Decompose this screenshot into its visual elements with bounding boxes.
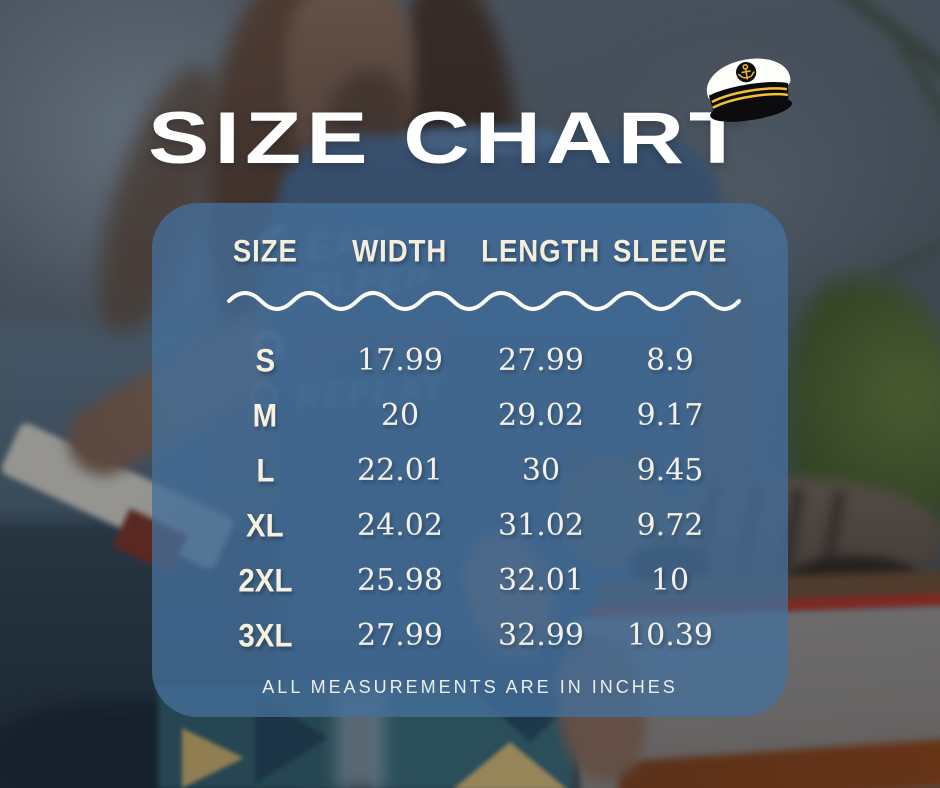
size-label: M	[252, 396, 278, 434]
wave-divider-icon	[226, 287, 742, 318]
cell-width: 24.02	[342, 498, 458, 553]
width-value: 24.02	[357, 508, 443, 543]
column-header-width: WIDTH	[352, 234, 448, 269]
cell-length: 30	[458, 443, 624, 498]
cell-length: 32.99	[458, 608, 624, 663]
sleeve-value: 8.9	[646, 343, 694, 378]
column-header-length: LENGTH	[481, 234, 601, 269]
table-header-row: SIZE WIDTH LENGTH SLEEVE	[152, 234, 788, 269]
size-label: 3XL	[237, 616, 293, 654]
cell-width: 17.99	[342, 333, 458, 388]
cell-sleeve: 9.17	[624, 388, 716, 443]
photo-legging-triangle	[452, 742, 568, 788]
size-label: 2XL	[237, 561, 293, 599]
width-value: 22.01	[357, 453, 443, 488]
length-value: 30	[521, 453, 561, 488]
cell-sleeve: 10.39	[624, 608, 716, 663]
header-cell: LENGTH	[458, 234, 624, 269]
sleeve-value: 9.17	[636, 398, 704, 433]
sleeve-value: 10	[650, 563, 690, 598]
cell-size: S	[188, 333, 342, 388]
cell-sleeve: 10	[624, 553, 716, 608]
length-value: 32.01	[498, 563, 584, 598]
column-header-size: SIZE	[232, 234, 298, 269]
table-row: M 20 29.02 9.17	[152, 388, 788, 443]
cell-width: 22.01	[342, 443, 458, 498]
header-cell: SIZE	[188, 234, 342, 269]
cell-size: 3XL	[188, 608, 342, 663]
table-row: L 22.01 30 9.45	[152, 443, 788, 498]
size-label: S	[255, 341, 275, 379]
cell-sleeve: 9.45	[624, 443, 716, 498]
cell-length: 31.02	[458, 498, 624, 553]
sleeve-value: 9.45	[636, 453, 704, 488]
header-cell: SLEEVE	[613, 234, 727, 269]
photo-legging-triangle	[182, 728, 244, 788]
table-row: XL 24.02 31.02 9.72	[152, 498, 788, 553]
measurements-footnote: ALL MEASUREMENTS ARE IN INCHES	[262, 677, 678, 697]
width-value: 17.99	[357, 343, 443, 378]
photo-tshirt-collar	[400, 126, 570, 154]
cell-sleeve: 9.72	[624, 498, 716, 553]
table-row: 3XL 27.99 32.99 10.39	[152, 608, 788, 663]
cell-size: XL	[188, 498, 342, 553]
cell-width: 25.98	[342, 553, 458, 608]
cell-width: 27.99	[342, 608, 458, 663]
cell-size: L	[188, 443, 342, 498]
page-title: SIZE CHART	[148, 98, 751, 179]
size-label: XL	[246, 506, 284, 544]
length-value: 32.99	[498, 618, 584, 653]
cell-sleeve: 8.9	[624, 333, 716, 388]
cell-size: M	[188, 388, 342, 443]
cell-length: 32.01	[458, 553, 624, 608]
table-body: S 17.99 27.99 8.9 M 20 29.02 9.17 L 22.0…	[152, 333, 788, 663]
sleeve-value: 10.39	[627, 618, 713, 653]
table-row: 2XL 25.98 32.01 10	[152, 553, 788, 608]
captain-hat-svg	[706, 58, 793, 122]
sleeve-value: 9.72	[636, 508, 704, 543]
cell-length: 29.02	[458, 388, 624, 443]
cell-width: 20	[342, 388, 458, 443]
length-value: 31.02	[498, 508, 584, 543]
table-row: S 17.99 27.99 8.9	[152, 333, 788, 388]
size-label: L	[256, 451, 274, 489]
width-value: 25.98	[357, 563, 443, 598]
length-value: 29.02	[498, 398, 584, 433]
size-chart-panel: SIZE WIDTH LENGTH SLEEVE S 17.99 27.99 8…	[152, 203, 788, 717]
width-value: 27.99	[357, 618, 443, 653]
length-value: 27.99	[498, 343, 584, 378]
header-cell: WIDTH	[342, 234, 458, 269]
column-header-sleeve: SLEEVE	[612, 234, 728, 269]
captain-hat-icon	[695, 50, 807, 134]
cell-size: 2XL	[188, 553, 342, 608]
width-value: 20	[380, 398, 420, 433]
cell-length: 27.99	[458, 333, 624, 388]
